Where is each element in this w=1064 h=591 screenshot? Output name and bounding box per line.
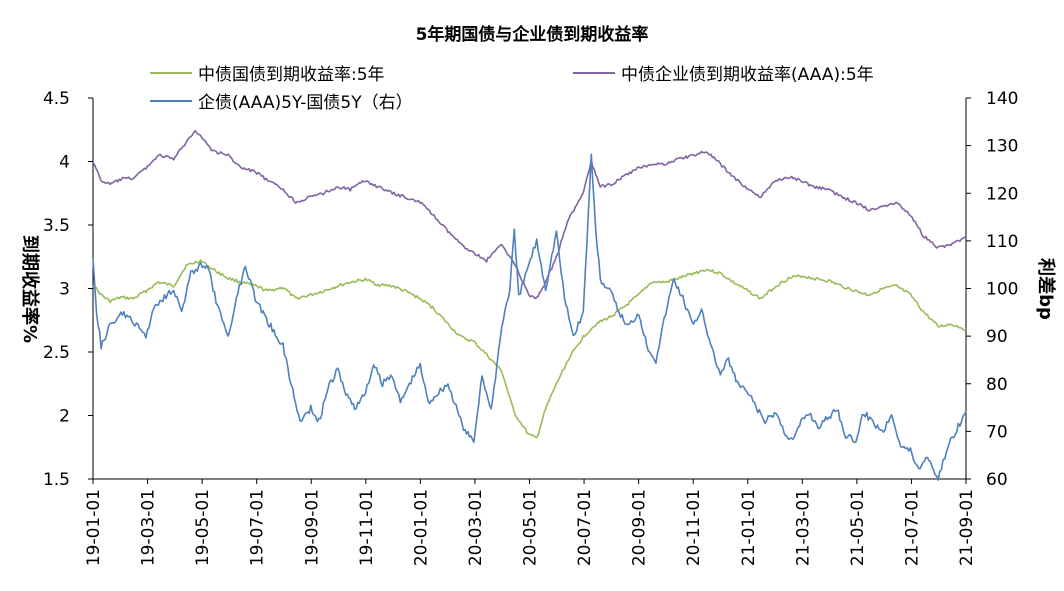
y-axis-label-left: 到期收益率% — [19, 235, 41, 343]
x-tick-label: 20-01-01 — [411, 489, 431, 566]
y-axis-label-right: 利差bp — [1035, 258, 1057, 320]
legend-label-series-2: 企债(AAA)5Y-国债5Y（右） — [198, 93, 413, 113]
x-tick-label: 20-09-01 — [630, 489, 650, 566]
x-tick-label: 19-09-01 — [302, 489, 322, 566]
y-tick-label-right: 130 — [986, 137, 1018, 157]
series-layer — [92, 130, 967, 481]
series-line-0 — [92, 259, 967, 439]
y-tick-label-right: 120 — [986, 184, 1018, 204]
chart-title: 5年期国债与企业债到期收益率 — [416, 24, 649, 45]
y-tick-label-right: 110 — [986, 232, 1018, 252]
y-tick-label-right: 70 — [986, 422, 1008, 442]
x-tick-label: 19-05-01 — [193, 489, 213, 566]
y-tick-label-left: 3 — [59, 280, 70, 300]
x-tick-label: 20-07-01 — [575, 489, 595, 566]
y-tick-label-right: 80 — [986, 375, 1008, 395]
y-tick-label-right: 90 — [986, 327, 1008, 347]
x-tick-label: 19-11-01 — [357, 489, 377, 566]
y-tick-label-right: 100 — [986, 280, 1018, 300]
x-tick-label: 20-03-01 — [466, 489, 486, 566]
legend: 中债国债到期收益率:5年 中债企业债到期收益率(AAA):5年 企债(AAA)5… — [150, 65, 874, 113]
y-tick-label-right: 140 — [986, 89, 1018, 109]
x-tick-label: 21-07-01 — [902, 489, 922, 566]
x-tick-label: 19-03-01 — [139, 489, 159, 566]
legend-label-series-1: 中债企业债到期收益率(AAA):5年 — [621, 65, 874, 85]
y-tick-label-right: 60 — [986, 470, 1008, 490]
x-tick-label: 20-11-01 — [684, 489, 704, 566]
axes: 1.5 2 2.5 3 3.5 4 4.5 60 70 80 90 100 110 120 130 140 19… — [43, 89, 1019, 566]
x-tick-label: 21-01-01 — [739, 489, 759, 566]
x-tick-label: 21-09-01 — [957, 489, 977, 566]
y-tick-label-left: 2.5 — [43, 343, 70, 363]
x-tick-label: 19-07-01 — [248, 489, 268, 566]
x-tick-label: 19-01-01 — [84, 489, 104, 566]
x-tick-label: 21-03-01 — [793, 489, 813, 566]
x-tick-label: 21-05-01 — [848, 489, 868, 566]
y-tick-label-left: 4 — [59, 153, 70, 173]
x-tick-label: 20-05-01 — [521, 489, 541, 566]
y-tick-label-left: 4.5 — [43, 89, 70, 109]
legend-label-series-0: 中债国债到期收益率:5年 — [198, 65, 385, 85]
y-tick-label-left: 2 — [59, 407, 70, 427]
series-line-1 — [92, 130, 967, 300]
series-line-2 — [92, 153, 967, 481]
y-tick-label-left: 3.5 — [43, 216, 70, 236]
y-tick-label-left: 1.5 — [43, 470, 70, 490]
